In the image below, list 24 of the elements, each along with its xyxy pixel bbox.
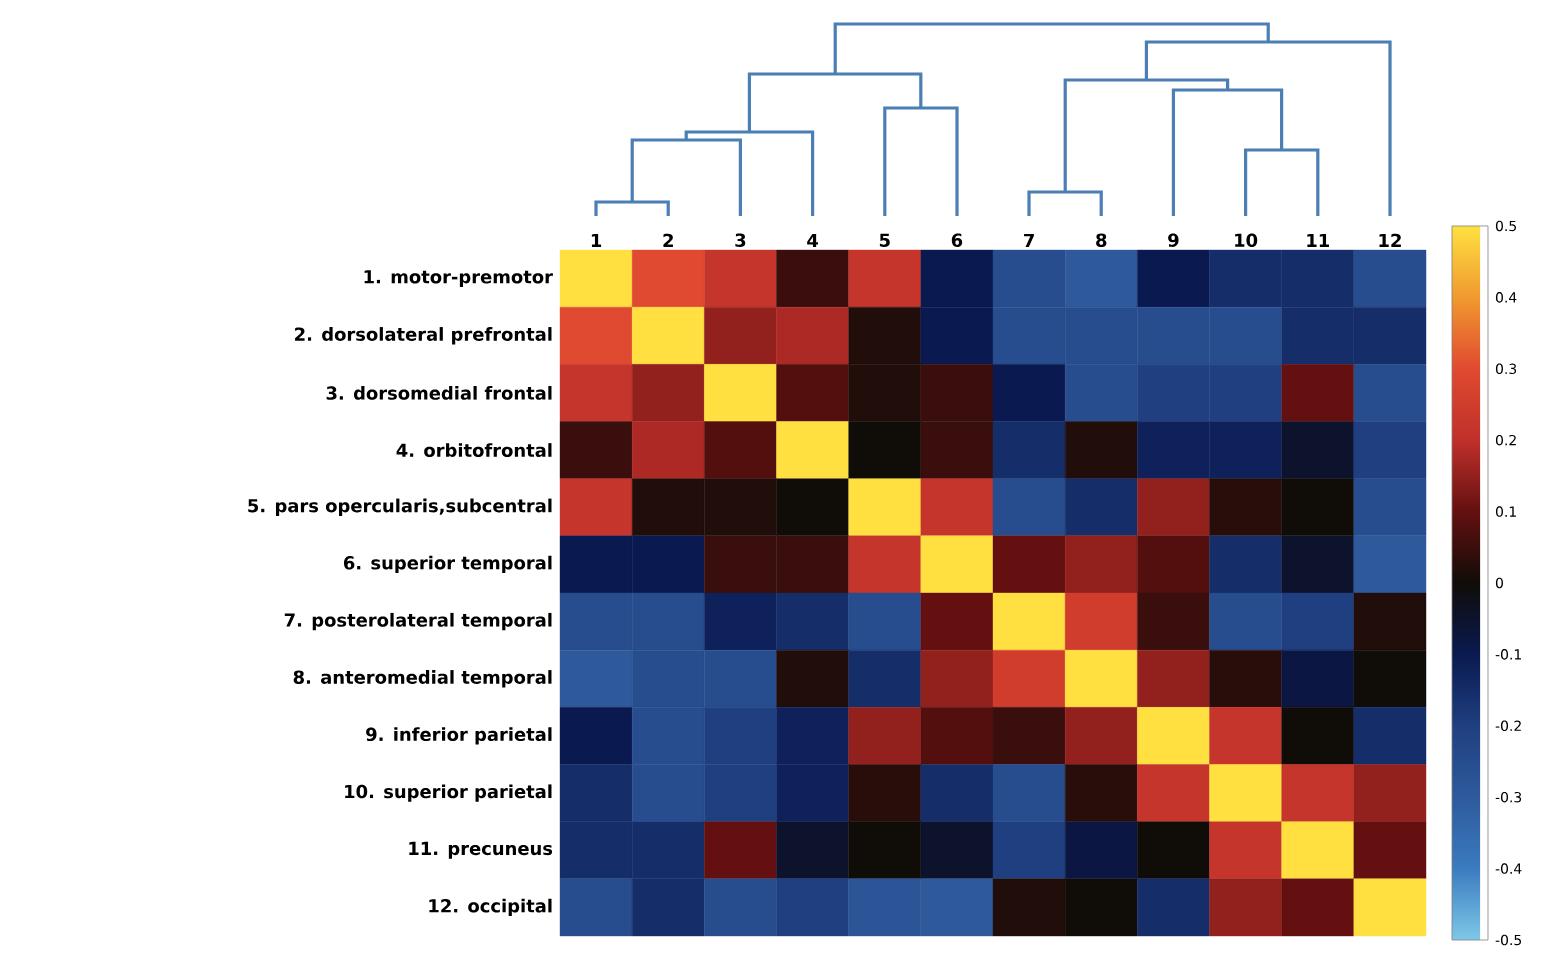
x-tick-label: 5 [879,233,890,247]
y-tick-label: 10. superior parietal [345,784,552,802]
x-tick-label: 2 [663,233,673,247]
x-tick-label: 7 [1024,233,1034,247]
x-tick-label: 11 [1307,233,1330,247]
x-tick-label: 12 [1379,233,1401,247]
y-tick-label: 12. occipital [429,898,552,917]
y-tick-label: 4. orbitofrontal [396,443,552,458]
y-tick-label: 8. anteromedial temporal [293,670,552,688]
y-tick-label: 1. motor-premotor [364,270,553,287]
x-tick-label: 3 [735,233,746,247]
y-tick-label: 9. inferior parietal [366,727,552,745]
y-tick-label: 6. superior temporal [343,555,552,574]
x-tick-label: 10 [1235,233,1258,247]
y-tick-label: 3. dorsomedial frontal [326,385,552,400]
x-tick-label: 8 [1096,233,1107,247]
x-tick-label: 9 [1168,233,1179,247]
x-tick-label: 6 [951,233,963,247]
x-tick-label: 1 [591,233,602,247]
y-tick-label: 7. posterolateral temporal [284,612,552,631]
y-tick-label: 2. dorsolateral prefrontal [295,327,552,345]
y-tick-label: 5. pars opercularis,subcentral [248,498,552,516]
x-tick-label: 4 [807,233,819,247]
y-tick-label: 11. precuneus [409,841,553,859]
